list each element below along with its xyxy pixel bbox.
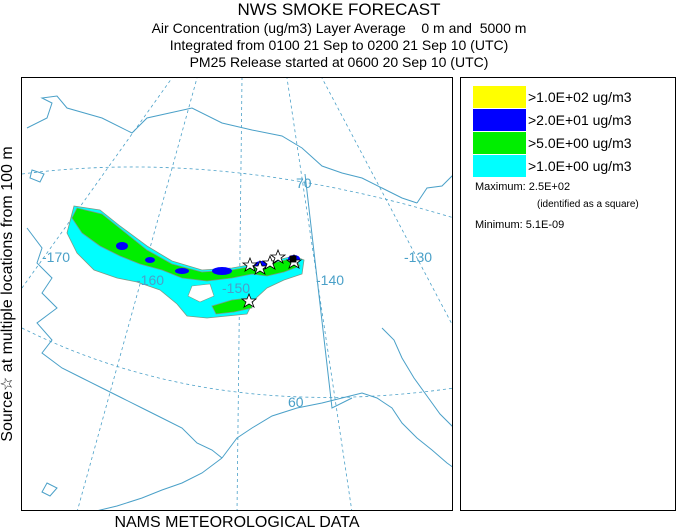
legend-swatch-green — [473, 132, 526, 154]
lat-label-60: 60 — [288, 394, 304, 410]
alaska-map: 70 60 -170 -160 -150 -140 -130 — [22, 78, 452, 510]
source-locations-label: Source☆ at multiple locations from 100 m — [0, 146, 16, 442]
maximum-note: (identified as a square) — [537, 199, 639, 210]
subtitle-release: PM25 Release started at 0600 20 Sep 10 (… — [189, 54, 489, 70]
lon-label-150: -150 — [222, 280, 250, 296]
lon-label-130: -130 — [404, 249, 432, 265]
south-coast — [221, 392, 452, 468]
legend-item: >2.0E+01 ug/m3 — [473, 109, 673, 131]
source-star-icon — [241, 256, 259, 272]
lat-label-70: 70 — [296, 175, 312, 191]
lon-line-170 — [22, 78, 173, 289]
us-canada-border — [304, 173, 353, 409]
plume-blue-2 — [145, 257, 155, 263]
plume-blue-1 — [116, 242, 128, 250]
lon-label-160: -160 — [136, 272, 164, 288]
coastline — [26, 95, 452, 510]
arctic-coast — [26, 95, 418, 204]
legend-label: >5.0E+00 ug/m3 — [528, 135, 632, 151]
smoke-plume — [66, 205, 305, 319]
legend-item: >1.0E+02 ug/m3 — [473, 86, 673, 108]
legend-label: >2.0E+01 ug/m3 — [528, 112, 632, 128]
minimum-value: Minimum: 5.1E-09 — [475, 219, 565, 231]
subtitle-integration: Integrated from 0100 21 Sep to 0200 21 S… — [169, 37, 509, 53]
canada-arctic-coast — [416, 175, 452, 204]
southeast-panhandle — [381, 327, 452, 427]
peninsula — [98, 457, 223, 510]
lat-line-70 — [22, 166, 452, 218]
source-star-icon — [240, 292, 258, 308]
plume-gap — [187, 283, 215, 303]
legend-label: >1.0E+02 ug/m3 — [528, 89, 632, 105]
islands-west — [29, 169, 45, 183]
plume-green-lower — [211, 297, 253, 315]
source-star-icon — [269, 248, 287, 264]
plume-blue-3 — [175, 268, 189, 274]
lon-line-140 — [286, 78, 353, 510]
lon-label-140: -140 — [316, 272, 344, 288]
legend-swatch-blue — [473, 109, 526, 131]
plume-blue-4 — [212, 267, 232, 275]
legend-item: >1.0E+00 ug/m3 — [473, 155, 673, 177]
islands-southwest — [41, 482, 58, 497]
subtitle-concentration: Air Concentration (ug/m3) Layer Average … — [151, 20, 527, 36]
legend-label: >1.0E+00 ug/m3 — [528, 158, 632, 174]
maximum-square-icon — [289, 255, 297, 263]
source-markers — [240, 248, 303, 308]
lon-line-130 — [321, 78, 452, 326]
west-coast — [26, 227, 223, 459]
legend-panel: >1.0E+02 ug/m3 >2.0E+01 ug/m3 >5.0E+00 u… — [460, 77, 676, 511]
lat-line-60 — [22, 327, 452, 398]
legend-swatch-yellow — [473, 86, 526, 108]
source-star-icon — [251, 259, 269, 275]
maximum-value: Maximum: 2.5E+02 — [475, 181, 571, 193]
map-panel: 70 60 -170 -160 -150 -140 -130 — [21, 77, 453, 511]
legend-item: >5.0E+00 ug/m3 — [473, 132, 673, 154]
footer-data-source: NAMS METEOROLOGICAL DATA — [114, 514, 360, 531]
legend-swatch-cyan — [473, 155, 526, 177]
lon-label-170: -170 — [42, 249, 70, 265]
page-title: NWS SMOKE FORECAST — [237, 0, 441, 19]
